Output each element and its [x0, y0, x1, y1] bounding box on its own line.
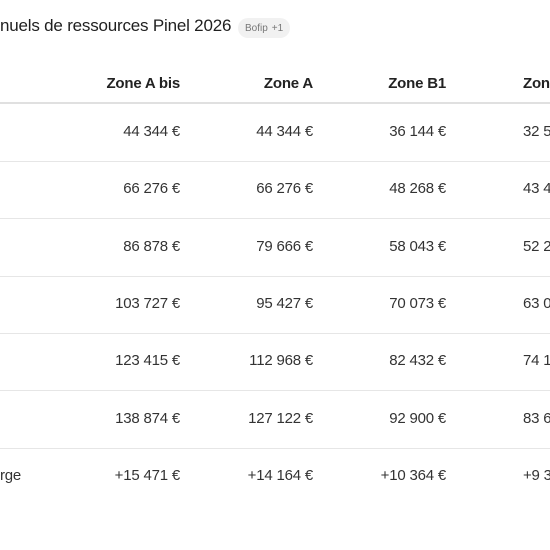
column-header: Zone A bis: [106, 75, 180, 92]
table-cell: 43 4: [523, 180, 550, 198]
table-cell: 112 968 €: [249, 352, 313, 370]
row-separator: [0, 275, 550, 277]
table-cell: 127 122 €: [248, 409, 313, 427]
table-cell: 95 427 €: [256, 294, 313, 312]
table-cell: 58 043 €: [389, 237, 446, 255]
table-cell: 48 268 €: [389, 180, 446, 198]
row-separator: [0, 447, 550, 449]
badge-label: Bofip: [245, 22, 268, 34]
column-header: Zone B1: [388, 75, 446, 92]
column-header: Zone A: [263, 75, 313, 92]
column-header: Zon: [523, 75, 550, 92]
table-cell: 82 432 €: [389, 352, 446, 370]
table-cell: 36 144 €: [389, 123, 446, 140]
badge-count: +1: [271, 22, 284, 34]
header-border: [0, 102, 550, 104]
row-separator: [0, 218, 550, 220]
page-title: nuels de ressources Pinel 2026: [0, 16, 232, 35]
table-cell: 63 0: [523, 294, 550, 312]
row-separator: [0, 161, 550, 162]
table-cell: 86 878 €: [123, 237, 180, 255]
table-cell: 83 6: [523, 409, 550, 427]
table-cell: +10 364 €: [380, 466, 447, 484]
table-cell: 70 073 €: [389, 294, 446, 312]
row-separator: [0, 332, 550, 334]
table-cell: 52 2: [523, 237, 550, 255]
table-cell: 103 727 €: [115, 294, 180, 312]
table-cell: 32 5: [523, 123, 550, 140]
table-cell: +15 471 €: [114, 466, 181, 484]
source-badge[interactable]: Bofip +1: [238, 18, 291, 38]
table-cell: 44 344 €: [256, 123, 313, 140]
table-cell: 123 415 €: [115, 352, 180, 370]
table-cell: +9 3: [523, 466, 550, 484]
table-cell: +14 164 €: [247, 466, 314, 484]
row-label: rge: [0, 466, 22, 484]
table-cell: 66 276 €: [123, 180, 180, 198]
table-cell: 74 1: [523, 352, 550, 370]
table-cell: 44 344 €: [123, 123, 180, 140]
table-cell: 138 874 €: [115, 409, 180, 427]
row-separator: [0, 390, 550, 392]
table-cell: 92 900 €: [389, 409, 446, 427]
table-cell: 79 666 €: [256, 237, 313, 255]
table-cell: 66 276 €: [256, 180, 313, 198]
